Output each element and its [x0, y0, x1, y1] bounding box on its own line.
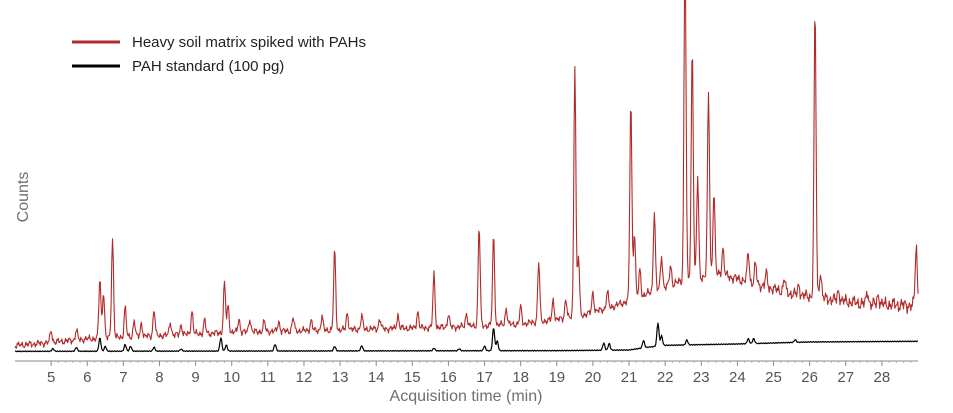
x-tick-label: 13 — [332, 369, 349, 386]
x-tick-label: 8 — [155, 369, 163, 386]
y-axis-label: Counts — [15, 172, 32, 223]
x-tick-label: 24 — [729, 369, 746, 386]
x-tick-label: 23 — [693, 369, 710, 386]
x-tick-label: 25 — [765, 369, 782, 386]
x-axis-label: Acquisition time (min) — [390, 388, 543, 405]
x-tick-label: 16 — [440, 369, 457, 386]
x-tick-label: 18 — [512, 369, 529, 386]
x-tick-label: 9 — [191, 369, 199, 386]
x-tick-label: 7 — [119, 369, 127, 386]
legend: Heavy soil matrix spiked with PAHs PAH s… — [72, 34, 366, 75]
x-tick-label: 26 — [801, 369, 818, 386]
x-tick-label: 6 — [83, 369, 91, 386]
x-tick-label: 15 — [404, 369, 421, 386]
legend-label-soil-matrix: Heavy soil matrix spiked with PAHs — [132, 34, 366, 51]
x-tick-label: 5 — [47, 369, 55, 386]
x-ticks: 5 6 7 8 9 10 11 12 13 14 15 16 17 18 19 20 21 22 23 24 25 26 2… — [47, 361, 912, 386]
x-tick-label: 22 — [657, 369, 674, 386]
series-line-pah-standard — [14, 322, 919, 353]
x-tick-label: 17 — [476, 369, 493, 386]
x-tick-label: 20 — [585, 369, 602, 386]
x-tick-label: 11 — [260, 369, 276, 386]
series-layer — [14, 0, 919, 353]
x-tick-label: 21 — [621, 369, 638, 386]
x-tick-label: 12 — [296, 369, 313, 386]
series-line-soil-matrix — [14, 0, 919, 349]
x-tick-label: 10 — [223, 369, 240, 386]
x-tick-label: 19 — [548, 369, 565, 386]
x-tick-label: 27 — [837, 369, 854, 386]
legend-label-pah-standard: PAH standard (100 pg) — [132, 58, 284, 75]
x-tick-label: 28 — [874, 369, 891, 386]
x-tick-label: 14 — [368, 369, 385, 386]
